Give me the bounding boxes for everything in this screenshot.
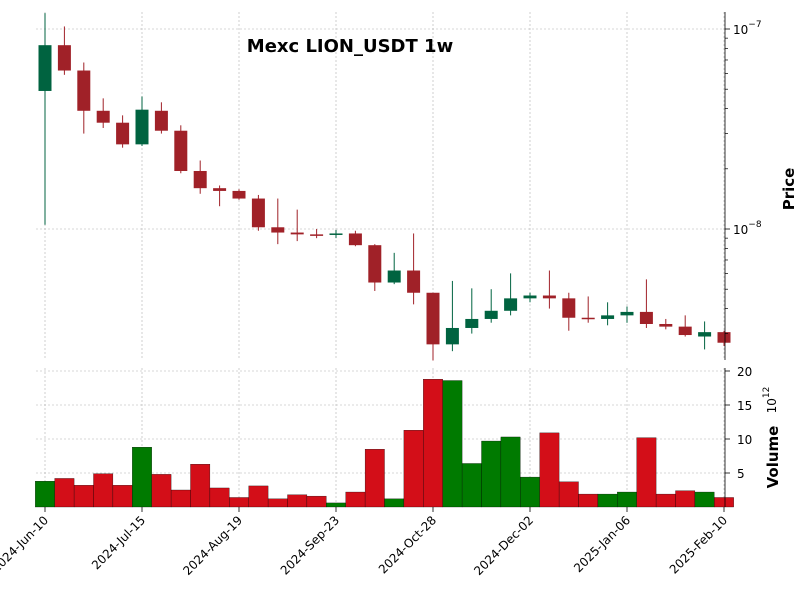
candle-body [193,170,207,189]
candle-body [271,227,285,233]
volume-bar [461,463,482,508]
candle-body [116,122,130,145]
candle-body [57,45,71,71]
price-axis-title: Price [780,168,798,211]
volume-bar [597,493,618,508]
x-tick-label: 2024-Oct-28 [376,513,439,576]
volume-bar [267,498,288,508]
volume-bar [248,485,269,508]
volume-bar [287,494,308,508]
volume-bar [229,497,249,508]
candle-body [484,310,498,319]
candle-body [348,233,362,246]
candle-body [310,234,324,236]
volume-bar [655,493,676,508]
volume-bar [93,473,114,508]
candle-body [639,311,653,324]
candle-body [717,332,731,343]
candle-body [426,292,440,345]
volume-bar [636,437,657,508]
candle-body [290,232,304,235]
candle-body [620,311,634,316]
price-tick-label: 10−7 [733,20,762,37]
volume-bar [442,380,463,508]
candle-body [251,198,265,228]
volume-bar [481,440,502,508]
volume-axis-title: Volume [764,426,782,489]
volume-axis: 5 10 15 20 [724,365,752,507]
volume-bar [714,497,734,508]
volume-tick-label: 10 [737,433,752,447]
x-tick-label: 2024-Jul-15 [89,513,148,572]
x-tick-label: 2024-Aug-19 [180,513,245,578]
price-grid [36,12,725,360]
candle-body [542,295,556,299]
x-tick-label: 2024-Jun-10 [0,513,51,575]
candle-body [38,45,52,91]
volume-tick-label: 20 [737,365,752,379]
volume-bar [539,432,560,508]
x-tick-label: 2025-Jan-06 [571,513,633,575]
volume-bar [364,449,385,508]
candle-body [329,233,343,235]
volume-bar [558,481,579,508]
candle-body [387,270,401,283]
volume-bar [209,487,230,508]
volume-bar [132,447,152,508]
x-tick-label: 2024-Dec-02 [471,513,536,578]
volume-multiplier: 1012 [762,387,779,414]
candle-body [368,245,382,283]
volume-bar [190,464,211,508]
candle-body [523,295,537,299]
volume-bar [170,489,191,508]
candle-body [581,317,595,320]
candle-body [232,190,246,199]
candle-body [659,323,673,327]
volume-bar [384,498,405,508]
candle-body [135,109,149,145]
volume-bar [675,490,696,508]
x-tick-label: 2025-Feb-10 [667,513,730,576]
price-tick-label: 10−8 [733,220,762,237]
chart-title: Mexc LION_USDT 1w [247,36,453,57]
volume-bar [403,430,424,508]
volume-tick-label: 5 [737,467,745,481]
volume-bar [500,436,521,508]
candle-body [96,110,110,123]
candles [38,13,731,361]
volume-bar [423,379,443,508]
volume-bar [112,485,133,508]
x-axis: 2024-Jun-10 2024-Jul-15 2024-Aug-19 2024-Se… [0,507,730,578]
candle-body [465,318,479,328]
volume-bar [326,502,346,508]
volume-bar [151,474,172,508]
volume-bar [306,495,327,508]
volume-bar [694,491,715,508]
candle-body [562,298,576,318]
volume-bar [345,491,366,508]
candle-body [213,188,227,191]
candle-body [445,327,459,345]
candle-body [678,326,692,336]
candle-body [504,298,518,311]
candle-body [77,70,91,111]
volume-bar [73,485,94,508]
price-axis: 10−8 10−7 [724,12,762,360]
volume-bar [520,476,540,508]
x-tick-label: 2024-Sep-23 [278,513,342,577]
volume-bars [35,379,734,508]
volume-tick-label: 15 [737,399,752,413]
candle-body [601,315,615,319]
candle-body [698,332,712,337]
candle-body [154,110,168,131]
volume-bar [578,493,599,508]
volume-bar [35,481,55,508]
candle-body [407,270,421,293]
candle-body [174,130,188,171]
volume-bar [617,491,637,508]
volume-bar [54,478,75,508]
